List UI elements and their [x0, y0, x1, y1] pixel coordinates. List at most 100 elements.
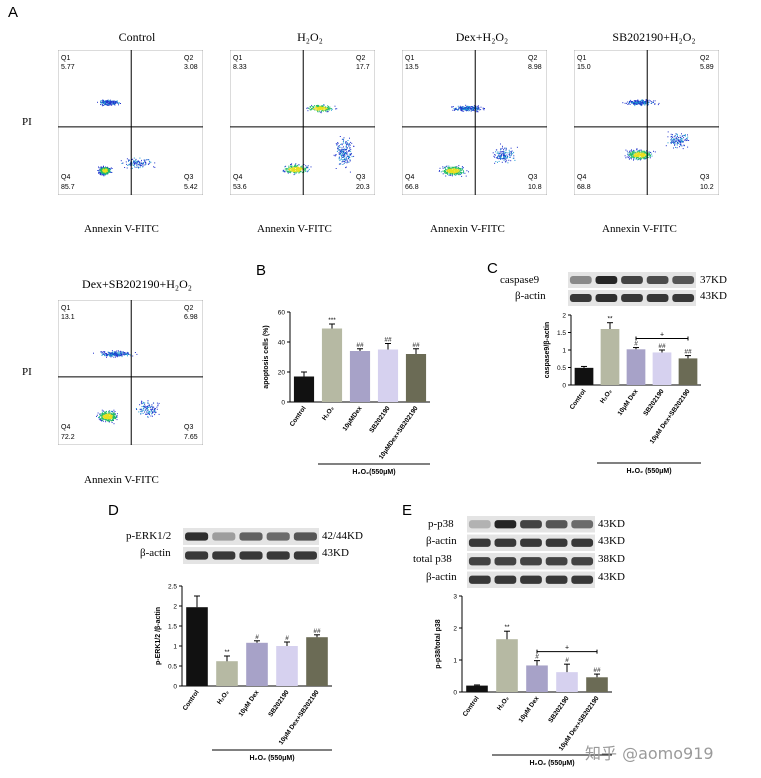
blot-band [239, 532, 263, 541]
flow-q2-label: Q2 [184, 305, 193, 312]
blot-band [266, 532, 290, 541]
flow-y-label-2: PI [22, 366, 32, 378]
panel-e-letter: E [402, 502, 413, 519]
flow-plot-control: Q1 5.77 Q2 3.08 Q4 85.7 Q3 5.42 [58, 50, 203, 195]
treatment-group-label: H₂O₂ (550μM) [626, 468, 671, 475]
panel-c-letter: C [487, 260, 498, 277]
flow-q1-label: Q1 [61, 55, 70, 62]
bar [556, 672, 578, 692]
significance-mark: ** [224, 649, 230, 656]
y-tick-label: 0.5 [168, 664, 177, 671]
significance-mark: # [535, 654, 539, 661]
flow-title-control: Control [118, 30, 156, 44]
flow-q4-label: Q4 [577, 174, 586, 181]
flow-frame [402, 50, 547, 195]
blot-band [571, 557, 594, 566]
flow-title-dex-sb-h2o2: Dex+SB202190+H₂O₂ [82, 277, 192, 291]
flow-q3-label: Q3 [528, 174, 537, 181]
y-tick-label: 40 [278, 340, 286, 347]
significance-mark: # [285, 635, 289, 642]
treatment-group-label: H₂O₂(550μM) [352, 469, 395, 476]
blot-band [468, 538, 491, 547]
chart-apoptosis: 0 20 40 60 apoptosis cells (%) Control *** H₂O₂… [263, 310, 430, 476]
blot-band [621, 276, 643, 284]
panel-a-letter: A [8, 4, 19, 21]
y-tick-label: 0 [281, 400, 285, 407]
x-tick-label: SB202190 [547, 695, 571, 724]
flow-events [438, 104, 518, 177]
flow-x-label-1: Annexin V-FITC [84, 223, 159, 235]
blot-band [672, 276, 695, 284]
blot-band [571, 520, 594, 529]
flow-q3-value: 5.42 [184, 184, 198, 191]
blot-band [494, 520, 517, 529]
blot-band [646, 294, 669, 302]
flow-q2-label: Q2 [528, 55, 537, 62]
flow-frame [574, 50, 719, 195]
y-axis-label: apoptosis cells (%) [263, 325, 270, 388]
flow-q3-value: 20.3 [356, 184, 370, 191]
bar [626, 349, 646, 385]
blot-band [468, 520, 491, 529]
blot-e-image [467, 516, 595, 588]
treatment-group-label: H₂O₂ (550μM) [529, 760, 574, 767]
blot-band [595, 294, 618, 302]
blot-e-label-actin-2: β-actin [426, 571, 457, 583]
y-tick-label: 20 [278, 370, 286, 377]
blot-band [212, 551, 236, 560]
y-tick-label: 1 [453, 658, 457, 665]
flow-x-label-3: Annexin V-FITC [430, 223, 505, 235]
flow-q4-value: 85.7 [61, 184, 75, 191]
blot-band [185, 532, 209, 541]
blot-band [571, 538, 594, 547]
flow-q4-label: Q4 [233, 174, 242, 181]
flow-q4-label: Q4 [405, 174, 414, 181]
panel-b-letter: B [256, 262, 267, 279]
y-tick-label: 1 [173, 644, 177, 651]
bar [306, 637, 328, 686]
comparison-mark: + [660, 332, 664, 339]
bar [466, 685, 488, 692]
flow-q3-value: 10.8 [528, 184, 542, 191]
bar [349, 351, 371, 402]
flow-q2-value: 3.08 [184, 64, 198, 71]
flow-q4-value: 53.6 [233, 184, 247, 191]
flow-frame [58, 300, 203, 445]
significance-mark: ** [504, 624, 510, 631]
blot-band [545, 538, 568, 547]
bar [276, 646, 298, 686]
flow-q4-label: Q4 [61, 424, 70, 431]
y-tick-label: 2.5 [168, 584, 177, 591]
y-tick-label: 0.5 [557, 365, 566, 372]
blot-d-label-actin: β-actin [140, 547, 171, 559]
blot-band [621, 294, 643, 302]
significance-mark: *** [328, 317, 336, 324]
y-tick-label: 1 [562, 348, 566, 355]
significance-mark: # [565, 657, 569, 664]
bar [586, 677, 608, 692]
significance-mark: ## [684, 349, 692, 356]
flow-q3-value: 7.65 [184, 434, 198, 441]
x-tick-label: 10μM Dex [517, 695, 540, 724]
flow-q3-label: Q3 [356, 174, 365, 181]
blot-e-size-actin-2: 43KD [598, 571, 625, 583]
blot-c-label-actin: β-actin [515, 290, 546, 302]
x-tick-label: SB202190 [642, 388, 666, 417]
flow-q1-value: 15.0 [577, 64, 591, 71]
flow-q4-label: Q4 [61, 174, 70, 181]
blot-band [569, 294, 592, 302]
y-tick-label: 3 [453, 594, 457, 601]
flow-y-label-1: PI [22, 116, 32, 128]
x-tick-label: H₂O₂ [321, 405, 336, 422]
flow-q4-value: 72.2 [61, 434, 75, 441]
flow-q3-label: Q3 [184, 424, 193, 431]
blot-band [571, 575, 594, 584]
x-tick-label: Control [289, 405, 308, 428]
flow-plot-h2o2: Q1 8.33 Q2 17.7 Q4 53.6 Q3 20.3 [230, 50, 375, 195]
flow-x-label-4: Annexin V-FITC [602, 223, 677, 235]
x-tick-label: Control [462, 695, 481, 718]
blot-band [520, 557, 542, 566]
flow-plot-dex-sb-h2o2: Q1 13.1 Q2 6.98 Q4 72.2 Q3 7.65 [58, 300, 203, 445]
y-axis-label: caspase9/β-actin [544, 322, 551, 378]
bar [216, 661, 238, 686]
